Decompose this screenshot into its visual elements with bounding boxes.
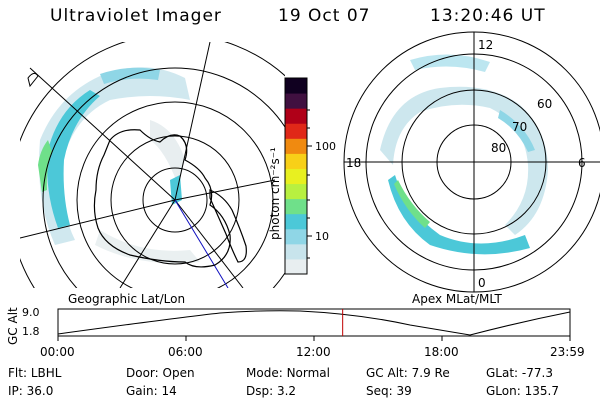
status-gc-alt: GC Alt: 7.9 Re <box>366 366 450 380</box>
mlat-label-70: 70 <box>512 120 528 134</box>
observation-date: 19 Oct 07 <box>278 6 371 26</box>
mlat-label-60: 60 <box>537 97 553 111</box>
status-door: Door: Open <box>126 366 195 380</box>
status-mode: Mode: Normal <box>246 366 330 380</box>
color-bar-segment <box>285 258 307 275</box>
color-bar-segment <box>285 213 307 230</box>
altitude-curve <box>57 310 571 336</box>
color-bar-segment <box>285 228 307 245</box>
color-bar-segment <box>285 198 307 215</box>
altitude-plot <box>57 308 571 341</box>
left-map-caption: Geographic Lat/Lon <box>68 292 186 306</box>
altitude-max-label: 9.0 <box>22 306 40 319</box>
mlt-lines <box>344 32 600 292</box>
color-bar-segment <box>285 243 307 260</box>
status-filter: Flt: LBHL <box>8 366 62 380</box>
island-outline <box>209 189 247 263</box>
status-dsp: Dsp: 3.2 <box>246 384 297 398</box>
mlt-label-0: 0 <box>478 276 486 290</box>
coast-fragment <box>27 72 39 88</box>
color-bar-segment <box>285 168 307 185</box>
right-aurora-emission <box>380 54 548 255</box>
colorbar-unit-label: photon cm⁻²s⁻¹ <box>268 147 282 240</box>
status-ip: IP: 36.0 <box>8 384 54 398</box>
mlt-label-18: 18 <box>346 156 362 170</box>
lon-lines <box>20 42 276 288</box>
status-seq: Seq: 39 <box>366 384 412 398</box>
terminator-line <box>174 199 229 288</box>
observation-time: 13:20:46 UT <box>430 6 546 26</box>
time-tick-0600: 06:00 <box>168 345 203 359</box>
continent-outline <box>93 129 231 268</box>
lat-circles <box>20 42 285 288</box>
color-bar-frame <box>284 77 308 275</box>
mlt-label-6: 6 <box>578 156 586 170</box>
status-gain: Gain: 14 <box>126 384 177 398</box>
altitude-axis-label: GC Alt <box>6 307 20 345</box>
color-bar-segment <box>285 138 307 154</box>
color-bar-segment <box>285 93 307 109</box>
altitude-min-label: 1.8 <box>22 325 40 338</box>
time-tick-2359: 23:59 <box>550 345 585 359</box>
color-bar <box>285 78 307 275</box>
color-bar-segment <box>285 78 307 94</box>
colorbar-tick-10: 10 <box>315 230 329 243</box>
color-bar-segment <box>285 108 307 124</box>
altitude-plot-frame <box>57 308 571 337</box>
mlat-label-80: 80 <box>491 141 507 155</box>
colorbar-tick-100: 100 <box>315 140 336 153</box>
geographic-map <box>20 42 285 288</box>
left-aurora-emission <box>38 67 200 264</box>
status-glon: GLon: 135.7 <box>486 384 559 398</box>
magnetic-map <box>343 31 600 293</box>
time-tick-0000: 00:00 <box>40 345 75 359</box>
color-bar-segment <box>285 183 307 200</box>
mlt-label-12: 12 <box>478 38 494 52</box>
right-map-caption: Apex MLat/MLT <box>412 292 502 306</box>
color-bar-segment <box>285 153 307 169</box>
time-axis-ticks <box>57 336 571 341</box>
instrument-title: Ultraviolet Imager <box>50 6 222 26</box>
color-bar-segment <box>285 123 307 139</box>
status-glat: GLat: -77.3 <box>486 366 553 380</box>
color-bar-ticks <box>307 109 312 259</box>
time-tick-1800: 18:00 <box>424 345 459 359</box>
time-tick-1200: 12:00 <box>296 345 331 359</box>
